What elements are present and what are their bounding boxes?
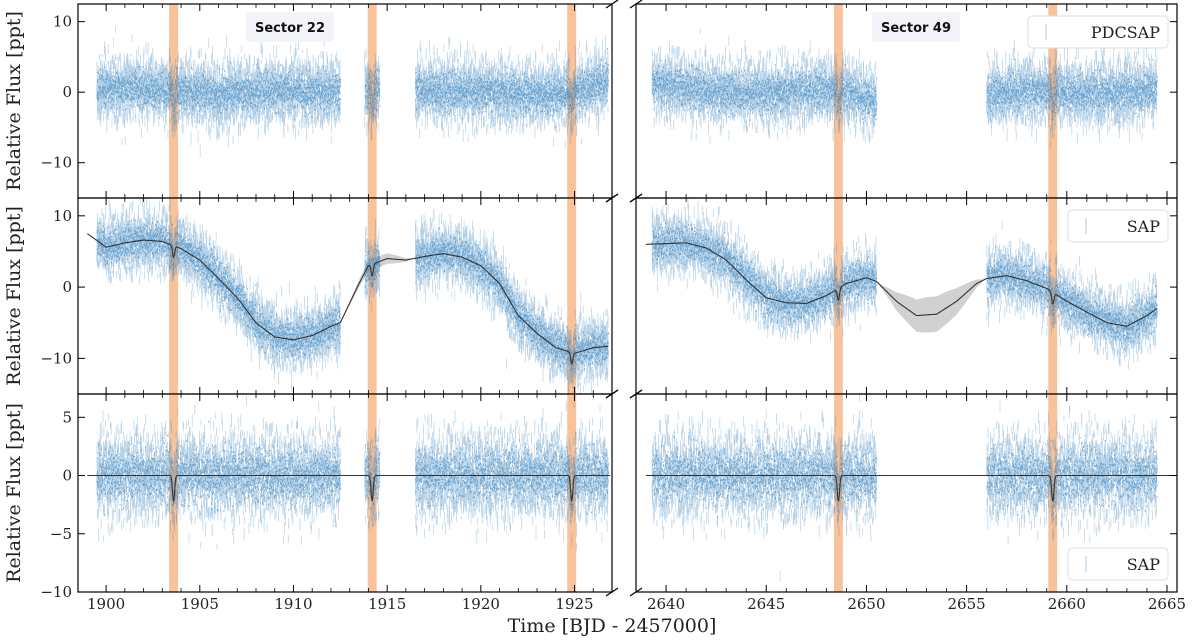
x-tick-label: 2665 bbox=[1148, 595, 1186, 613]
legend-label: PDCSAP bbox=[1091, 23, 1160, 42]
y-axis-title: Relative Flux [ppt] bbox=[3, 206, 25, 386]
panel-2-segment-2 bbox=[646, 198, 1158, 394]
x-tick-label: 2655 bbox=[948, 595, 986, 613]
axis-break-mark bbox=[605, 587, 619, 597]
sector-label-box bbox=[246, 12, 334, 42]
legend-1: PDCSAP bbox=[1027, 15, 1169, 49]
y-tick-label: 0 bbox=[62, 278, 72, 296]
y-tick-label: 5 bbox=[62, 408, 72, 426]
x-tick-label: 1910 bbox=[274, 595, 312, 613]
axis-break-mark bbox=[629, 0, 643, 9]
transit-band bbox=[169, 198, 179, 394]
x-axis-title: Time [BJD - 2457000] bbox=[508, 615, 717, 637]
y-axis-title: Relative Flux [ppt] bbox=[3, 403, 25, 583]
panel-1-segment-1 bbox=[96, 4, 610, 198]
y-tick-label: −10 bbox=[40, 349, 72, 367]
legend-box bbox=[1067, 547, 1169, 581]
data-points bbox=[652, 420, 1158, 521]
transit-band bbox=[169, 394, 179, 592]
model-line bbox=[646, 242, 1158, 327]
y-tick-label: 0 bbox=[62, 83, 72, 101]
axis-break-mark bbox=[605, 389, 619, 399]
x-tick-label: 1900 bbox=[87, 595, 125, 613]
transit-band bbox=[833, 394, 843, 592]
x-tick-label: 2645 bbox=[747, 595, 785, 613]
data-points bbox=[652, 221, 1158, 350]
x-tick-label: 2660 bbox=[1048, 595, 1086, 613]
panel-3-segment-1 bbox=[87, 394, 611, 592]
legend-label: SAP bbox=[1127, 217, 1161, 236]
y-tick-label: −10 bbox=[40, 583, 72, 601]
data-points bbox=[96, 420, 610, 526]
sector-label-box bbox=[872, 12, 960, 42]
x-tick-label: 2640 bbox=[647, 595, 685, 613]
x-tick-label: 1925 bbox=[555, 595, 593, 613]
model-uncertainty-band bbox=[878, 279, 985, 333]
panel-3-segment-2 bbox=[646, 394, 1175, 592]
x-tick-label: 1915 bbox=[368, 595, 406, 613]
transit-band bbox=[169, 4, 179, 198]
transit-band bbox=[367, 198, 377, 394]
data-points bbox=[96, 217, 610, 388]
data-points bbox=[96, 47, 610, 128]
transit-band bbox=[567, 394, 577, 592]
y-tick-label: 10 bbox=[53, 207, 72, 225]
axis-break-mark bbox=[629, 587, 643, 597]
legend-2: SAP bbox=[1067, 209, 1169, 243]
x-tick-label: 1920 bbox=[462, 595, 500, 613]
x-tick-label: 2650 bbox=[847, 595, 885, 613]
data-points bbox=[652, 56, 1158, 125]
panel-2-segment-1 bbox=[87, 198, 610, 394]
panel-1-segment-2 bbox=[651, 4, 1158, 198]
transit-band bbox=[567, 198, 577, 394]
legend-box bbox=[1027, 15, 1169, 49]
axis-break-mark bbox=[605, 0, 619, 9]
y-axis-title: Relative Flux [ppt] bbox=[3, 11, 25, 191]
axes-frame bbox=[77, 393, 613, 593]
legend-3: SAP bbox=[1067, 547, 1169, 581]
y-tick-label: −10 bbox=[40, 154, 72, 172]
model-line bbox=[87, 474, 611, 502]
axis-break-mark bbox=[629, 193, 643, 203]
model-line bbox=[646, 474, 1175, 502]
sector-label: Sector 22 bbox=[255, 21, 325, 36]
axis-break-mark bbox=[605, 193, 619, 203]
model-line bbox=[87, 233, 609, 365]
y-tick-label: 10 bbox=[53, 13, 72, 31]
transit-band bbox=[833, 4, 843, 198]
sector-label: Sector 49 bbox=[881, 21, 951, 36]
x-tick-label: 1905 bbox=[181, 595, 219, 613]
y-tick-label: −5 bbox=[50, 525, 72, 543]
transit-band bbox=[1048, 394, 1058, 592]
axis-break-mark bbox=[629, 389, 643, 399]
y-tick-label: 0 bbox=[62, 467, 72, 485]
legend-box bbox=[1067, 209, 1169, 243]
legend-label: SAP bbox=[1127, 555, 1161, 574]
